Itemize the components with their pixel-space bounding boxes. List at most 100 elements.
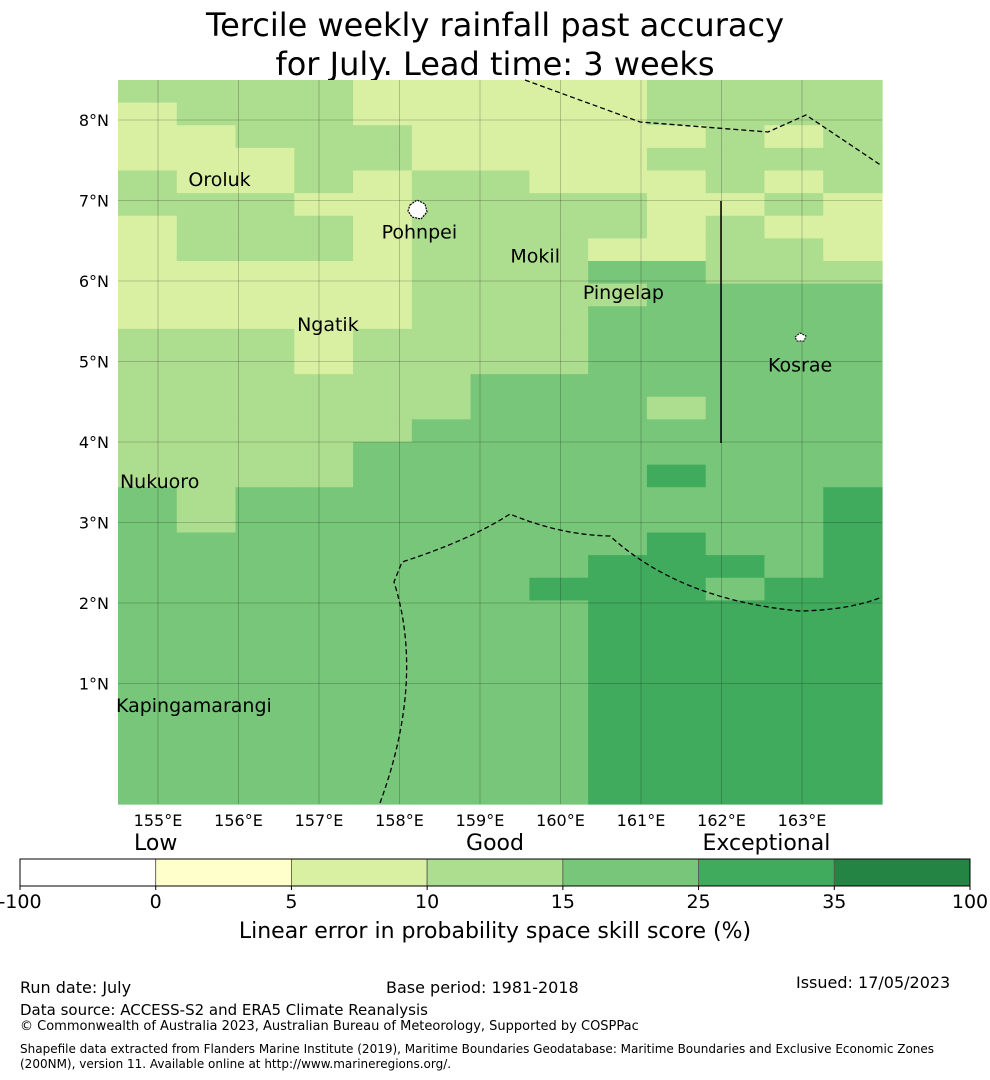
grid-cell (529, 419, 589, 443)
grid-cell (764, 464, 824, 488)
grid-cell (176, 80, 237, 104)
grid-cell (470, 419, 530, 443)
grid-cell (470, 374, 530, 398)
grid-cell (470, 238, 530, 262)
shapefile-credit-line1: Shapefile data extracted from Flanders M… (20, 1042, 935, 1056)
grid-cell (470, 283, 530, 307)
grid-cell (705, 758, 766, 782)
grid-cell (470, 193, 530, 217)
grid-cell (764, 577, 824, 601)
grid-cell (176, 351, 237, 375)
grid-cell (294, 374, 354, 398)
grid-cell (118, 713, 178, 737)
grid-cell (470, 464, 530, 488)
grid-cell (823, 758, 883, 782)
grid-cell (823, 577, 883, 601)
grid-cell (646, 193, 707, 217)
grid-cell (470, 351, 530, 375)
grid-cell (235, 102, 295, 126)
grid-cell (470, 102, 530, 126)
grid-cell (646, 215, 707, 239)
lat-tick-label: 5°N (79, 353, 109, 372)
grid-cell (411, 487, 472, 511)
grid-cell (235, 781, 295, 805)
grid-cell (823, 781, 883, 805)
grid-cell (588, 509, 648, 534)
grid-cell (470, 645, 530, 669)
grid-cell (646, 464, 707, 488)
grid-cell (646, 170, 707, 194)
grid-cell (823, 623, 883, 647)
grid-cell (588, 261, 648, 285)
grid-cell (646, 645, 707, 669)
grid-cell (470, 215, 530, 239)
grid-cell (353, 758, 413, 782)
grid-cell (294, 193, 354, 217)
grid-cell (646, 781, 707, 805)
grid-cell (118, 690, 178, 715)
colorbar-tick-label: 100 (952, 891, 988, 913)
shapefile-credit-line2: (200NM), version 11. Available online at… (20, 1057, 452, 1071)
grid-cell (118, 464, 178, 488)
grid-cell (764, 283, 824, 307)
grid-cell (118, 261, 178, 285)
grid-cell (646, 600, 707, 624)
grid-cell (118, 238, 178, 262)
grid-cell (705, 713, 766, 737)
grid-cell (294, 487, 354, 511)
grid-cell (353, 781, 413, 805)
colorbar: -100 0 5 10 15 25 35 100 (0, 858, 988, 913)
colorbar-tick-label: -100 (0, 891, 42, 913)
grid-cell (529, 396, 589, 420)
grid-cell (470, 328, 530, 353)
grid-cell (411, 442, 472, 466)
grid-cell (294, 396, 354, 420)
grid-cell (176, 215, 237, 239)
grid-cell (118, 170, 178, 194)
grid-cell (353, 442, 413, 466)
grid-cell (353, 102, 413, 126)
grid-cell (588, 600, 648, 624)
grid-cell (646, 374, 707, 398)
grid-cell (646, 509, 707, 534)
chart-title-line1: Tercile weekly rainfall past accuracy (205, 6, 784, 44)
colorbar-swatch (291, 858, 428, 887)
grid-cell (294, 690, 354, 715)
grid-cell (294, 555, 354, 579)
grid-cell (705, 690, 766, 715)
grid-cell (764, 509, 824, 534)
grid-cell (411, 283, 472, 307)
grid-cell (411, 351, 472, 375)
grid-cell (411, 781, 472, 805)
grid-cell (764, 532, 824, 556)
grid-cell (294, 713, 354, 737)
grid-cell (588, 555, 648, 579)
colorbar-swatch (698, 858, 835, 887)
grid-cell (411, 328, 472, 353)
island-label: Pingelap (583, 282, 664, 304)
grid-cell (176, 645, 237, 669)
lon-tick-label: 158°E (375, 811, 424, 830)
grid-cell (823, 261, 883, 285)
grid-cell (118, 80, 178, 104)
grid-cell (176, 125, 237, 149)
grid-cell (823, 396, 883, 420)
grid-cell (705, 577, 766, 601)
grid-cell (411, 532, 472, 556)
grid-cell (118, 668, 178, 692)
grid-cell (529, 690, 589, 715)
grid-cell (470, 147, 530, 172)
grid-cell (470, 690, 530, 715)
grid-cell (118, 374, 178, 398)
grid-cell (646, 261, 707, 285)
grid-cell (823, 125, 883, 149)
grid-cell (764, 781, 824, 805)
grid-cell (411, 102, 472, 126)
eez-boundary-pohnpei-kosrae (379, 513, 883, 804)
grid-cell (353, 509, 413, 534)
grid-cell (646, 125, 707, 149)
island-label: Kapingamarangi (116, 695, 272, 717)
gridlines (118, 80, 882, 804)
grid-cell (353, 419, 413, 443)
grid-cell (353, 80, 413, 104)
